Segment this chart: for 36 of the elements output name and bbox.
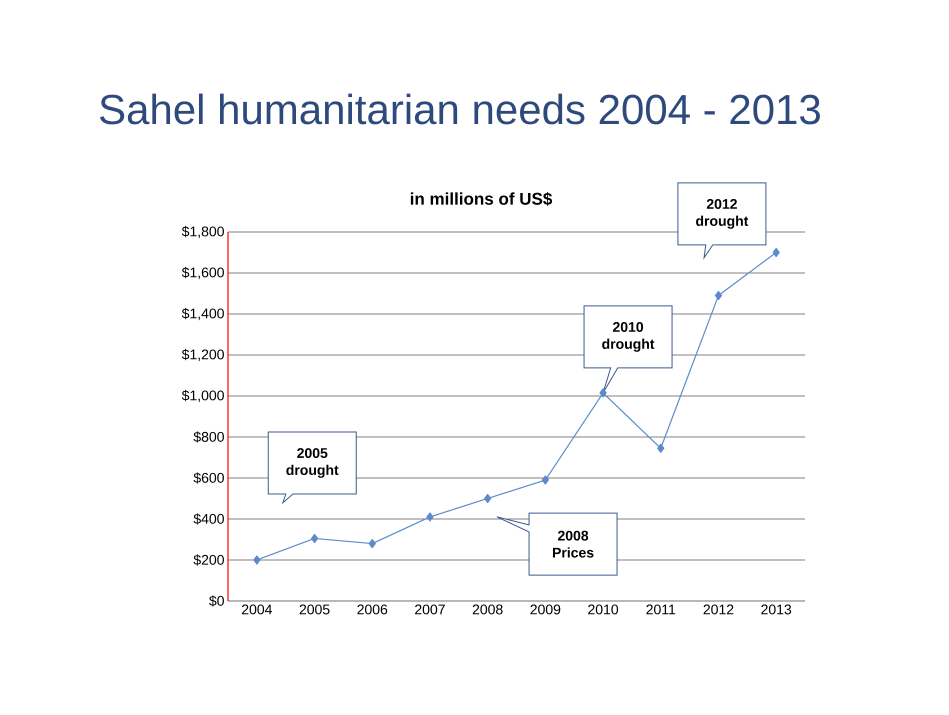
text: 2012 drought <box>696 199 748 229</box>
y-tick-label: $800 <box>194 431 224 443</box>
point <box>714 290 722 300</box>
annotation: 2008 Prices <box>552 530 594 558</box>
point <box>484 494 492 504</box>
x-tick-label: 2004 <box>242 604 272 614</box>
x-tick-label: 2008 <box>472 604 503 614</box>
chart-title: Sahel humanitarian needs 2004 - 2013 <box>100 94 820 124</box>
y-tick-label: $400 <box>194 513 224 525</box>
point <box>599 388 607 398</box>
point <box>253 555 260 565</box>
y-tick-label: $0 <box>209 595 224 607</box>
x-tick-label: 2009 <box>530 604 560 614</box>
y-tick-label: $600 <box>194 472 224 484</box>
point <box>772 248 780 258</box>
x-tick-label: 2007 <box>415 604 445 614</box>
point <box>368 538 376 548</box>
chart-subtitle: in millions of US$ <box>410 192 552 206</box>
point <box>542 475 549 485</box>
y-tick-label: $1,000 <box>182 390 224 402</box>
point <box>426 512 434 522</box>
point <box>657 444 664 453</box>
x-tick-label: 2010 <box>588 604 618 614</box>
y-tick-label: $200 <box>194 554 224 566</box>
point <box>310 534 318 544</box>
x-tick-label: 2011 <box>646 604 676 614</box>
y-tick-label: $1,800 <box>182 226 224 238</box>
x-tick-label: 2006 <box>357 604 388 614</box>
x-tick-label: 2005 <box>300 604 330 614</box>
y-tick-label: $1,200 <box>182 348 224 362</box>
annotation: 2005 drought <box>286 448 339 478</box>
y-tick-label: $1,600 <box>182 266 224 280</box>
x-tick-label: 2012 <box>704 604 734 614</box>
x-tick-label: 2013 <box>761 604 792 614</box>
annotation: 2010 drought <box>602 322 654 352</box>
y-tick-label: $1,400 <box>182 308 224 320</box>
